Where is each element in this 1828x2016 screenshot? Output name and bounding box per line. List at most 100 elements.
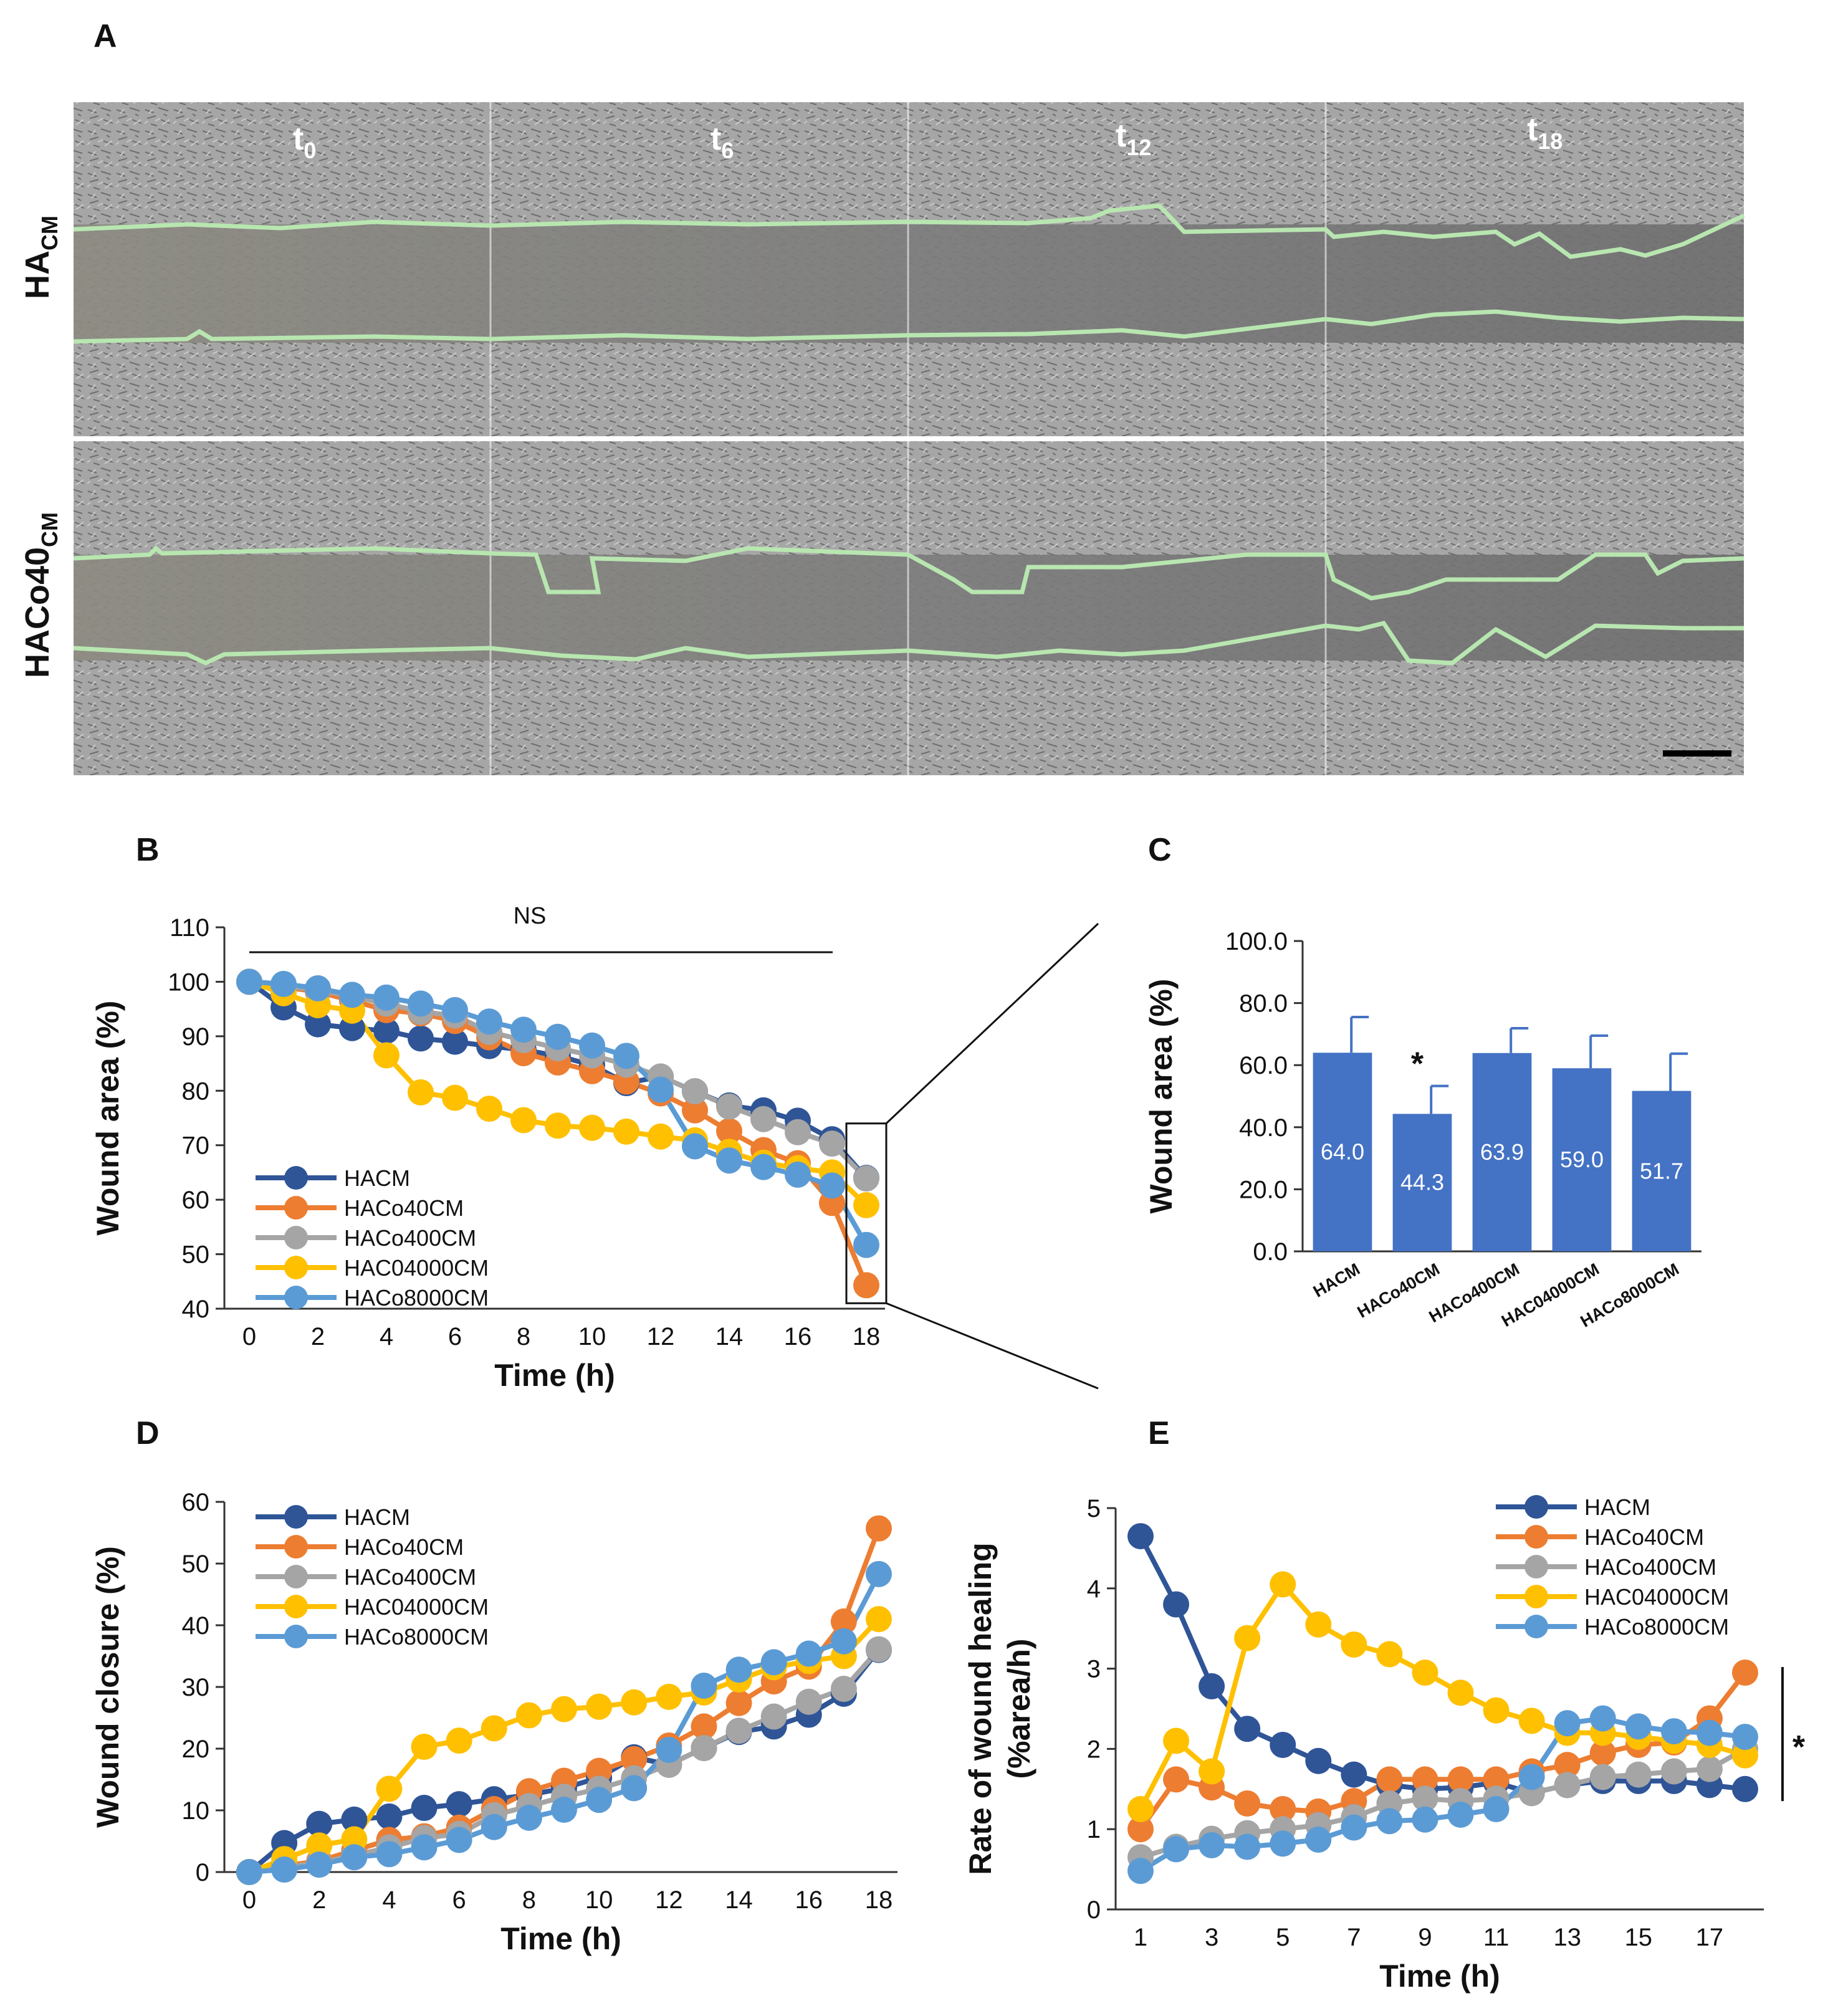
data-point-hac04000cm [1163, 1727, 1190, 1754]
legend-label-haco40cm: HACo40CM [344, 1195, 464, 1221]
legend-swatch-marker [284, 1256, 308, 1279]
data-point-haco400cm [691, 1735, 717, 1762]
x-tick-label: 1 [1134, 1924, 1147, 1951]
data-point-hac04000cm [376, 1775, 403, 1802]
legend-label-hacm: HACM [344, 1504, 410, 1530]
data-point-haco8000cm [551, 1797, 577, 1823]
y-tick-label: 40 [182, 1296, 210, 1323]
data-point-hacm [1199, 1673, 1225, 1699]
legend-swatch-marker [1524, 1495, 1548, 1519]
data-point-haco8000cm [819, 1172, 845, 1199]
ns-label: NS [514, 903, 547, 929]
data-point-haco40cm [1589, 1739, 1616, 1766]
y-tick-label: 60 [182, 1187, 210, 1214]
x-tick-label: 17 [1696, 1924, 1724, 1951]
data-point-haco8000cm [1163, 1836, 1190, 1863]
data-point-haco8000cm [1412, 1806, 1438, 1833]
data-point-haco8000cm [1127, 1858, 1154, 1885]
x-tick-label: 12 [655, 1886, 683, 1914]
data-point-hac04000cm [1483, 1697, 1510, 1724]
scale-bar [1663, 750, 1731, 757]
y-tick-label: 60.0 [1239, 1052, 1288, 1079]
data-point-haco8000cm [1270, 1830, 1296, 1857]
y-tick-label: 4 [1087, 1575, 1101, 1603]
legend-label-hacm: HACM [344, 1165, 410, 1191]
data-point-haco40cm [586, 1757, 613, 1784]
x-tick-label: 3 [1205, 1924, 1218, 1951]
data-point-haco40cm [716, 1117, 742, 1144]
time-label-t6: t6 [711, 121, 734, 163]
legend-swatch-marker [1524, 1555, 1548, 1579]
data-point-haco8000cm [408, 990, 434, 1017]
legend-label-haco40cm: HACo40CM [1584, 1524, 1704, 1550]
legend-label-haco400cm: HACo400CM [344, 1225, 476, 1251]
bar-value-label: 63.9 [1480, 1139, 1524, 1165]
data-point-hac04000cm [373, 1042, 400, 1069]
data-point-hac04000cm [515, 1702, 542, 1729]
data-point-haco8000cm [339, 982, 365, 1008]
wound-edges-hacm [73, 203, 1745, 344]
time-label-t0: t0 [293, 121, 316, 163]
panel-c-chart: 0.0 20.0 40.0 60.0 80.0 100.0 Wound area (%) 64… [1144, 928, 1701, 1331]
x-tick-label: 18 [853, 1323, 881, 1350]
data-point-haco40cm [682, 1097, 708, 1124]
data-point-hac04000cm [579, 1114, 605, 1141]
data-point-haco8000cm [236, 1859, 262, 1885]
data-point-haco8000cm [691, 1673, 717, 1699]
data-point-hacm [408, 1025, 434, 1052]
x-axis-title: Time (h) [1379, 1959, 1500, 1994]
data-point-haco8000cm [1732, 1724, 1758, 1751]
zoom-box [845, 1122, 888, 1304]
x-tick-label: 8 [517, 1323, 530, 1350]
legend-label-haco8000cm: HACo8000CM [1584, 1614, 1729, 1640]
data-point-haco8000cm [446, 1827, 472, 1853]
x-tick-label: 10 [585, 1886, 613, 1914]
bar-value-label: 64.0 [1321, 1139, 1364, 1165]
y-tick-label: 90 [182, 1023, 210, 1051]
data-point-haco400cm [760, 1703, 787, 1730]
data-point-hac04000cm [1234, 1625, 1261, 1651]
data-point-haco8000cm [830, 1628, 857, 1655]
y-tick-label: 2 [1087, 1736, 1101, 1763]
panel-c-letter: C [1148, 832, 1172, 868]
panel-d-chart: 0 10 20 30 40 50 60 0 2 4 6 8 10 12 14 16 18 Time (h) Woun… [90, 1489, 897, 1956]
data-point-haco8000cm [306, 1851, 333, 1878]
x-tick-label: 8 [522, 1886, 536, 1914]
data-point-haco8000cm [270, 970, 297, 997]
x-tick-label: 0 [242, 1886, 256, 1914]
data-point-hacm [446, 1791, 472, 1818]
data-point-haco40cm [1127, 1816, 1154, 1843]
data-point-haco8000cm [1483, 1796, 1510, 1822]
legend-label-hac04000cm: HAC04000CM [344, 1255, 489, 1281]
data-point-hacm [373, 1018, 400, 1044]
data-point-haco8000cm [236, 968, 262, 995]
legend-label-haco400cm: HACo400CM [1584, 1554, 1716, 1580]
y-tick-label: 60 [182, 1489, 210, 1516]
data-point-hac04000cm [545, 1112, 571, 1139]
data-point-haco8000cm [515, 1804, 542, 1831]
data-point-hac04000cm [1199, 1758, 1225, 1785]
data-point-haco8000cm [716, 1147, 742, 1174]
data-point-haco40cm [866, 1515, 892, 1542]
data-point-haco40cm [1732, 1660, 1758, 1686]
data-point-haco8000cm [1376, 1808, 1403, 1835]
data-point-hac04000cm [1518, 1708, 1545, 1734]
y-tick-label: 110 [170, 914, 209, 942]
x-tick-label: 14 [725, 1886, 753, 1914]
data-point-hac04000cm [1376, 1641, 1403, 1668]
data-point-hac04000cm [586, 1693, 613, 1720]
data-point-haco8000cm [341, 1844, 368, 1871]
data-point-hac04000cm [866, 1606, 892, 1633]
y-tick-label: 5 [1087, 1495, 1101, 1522]
data-point-haco400cm [1589, 1764, 1616, 1790]
bar-haco8000cm [1632, 1091, 1692, 1251]
data-point-haco8000cm [1696, 1719, 1723, 1746]
data-point-haco40cm [1483, 1766, 1510, 1793]
data-point-haco400cm [1660, 1758, 1687, 1785]
data-point-hac04000cm [510, 1107, 537, 1134]
y-tick-label: 80 [182, 1077, 210, 1105]
data-point-haco8000cm [271, 1856, 298, 1883]
data-point-hacm [1341, 1761, 1367, 1788]
data-point-haco8000cm [376, 1841, 403, 1868]
data-point-haco40cm [691, 1713, 717, 1740]
